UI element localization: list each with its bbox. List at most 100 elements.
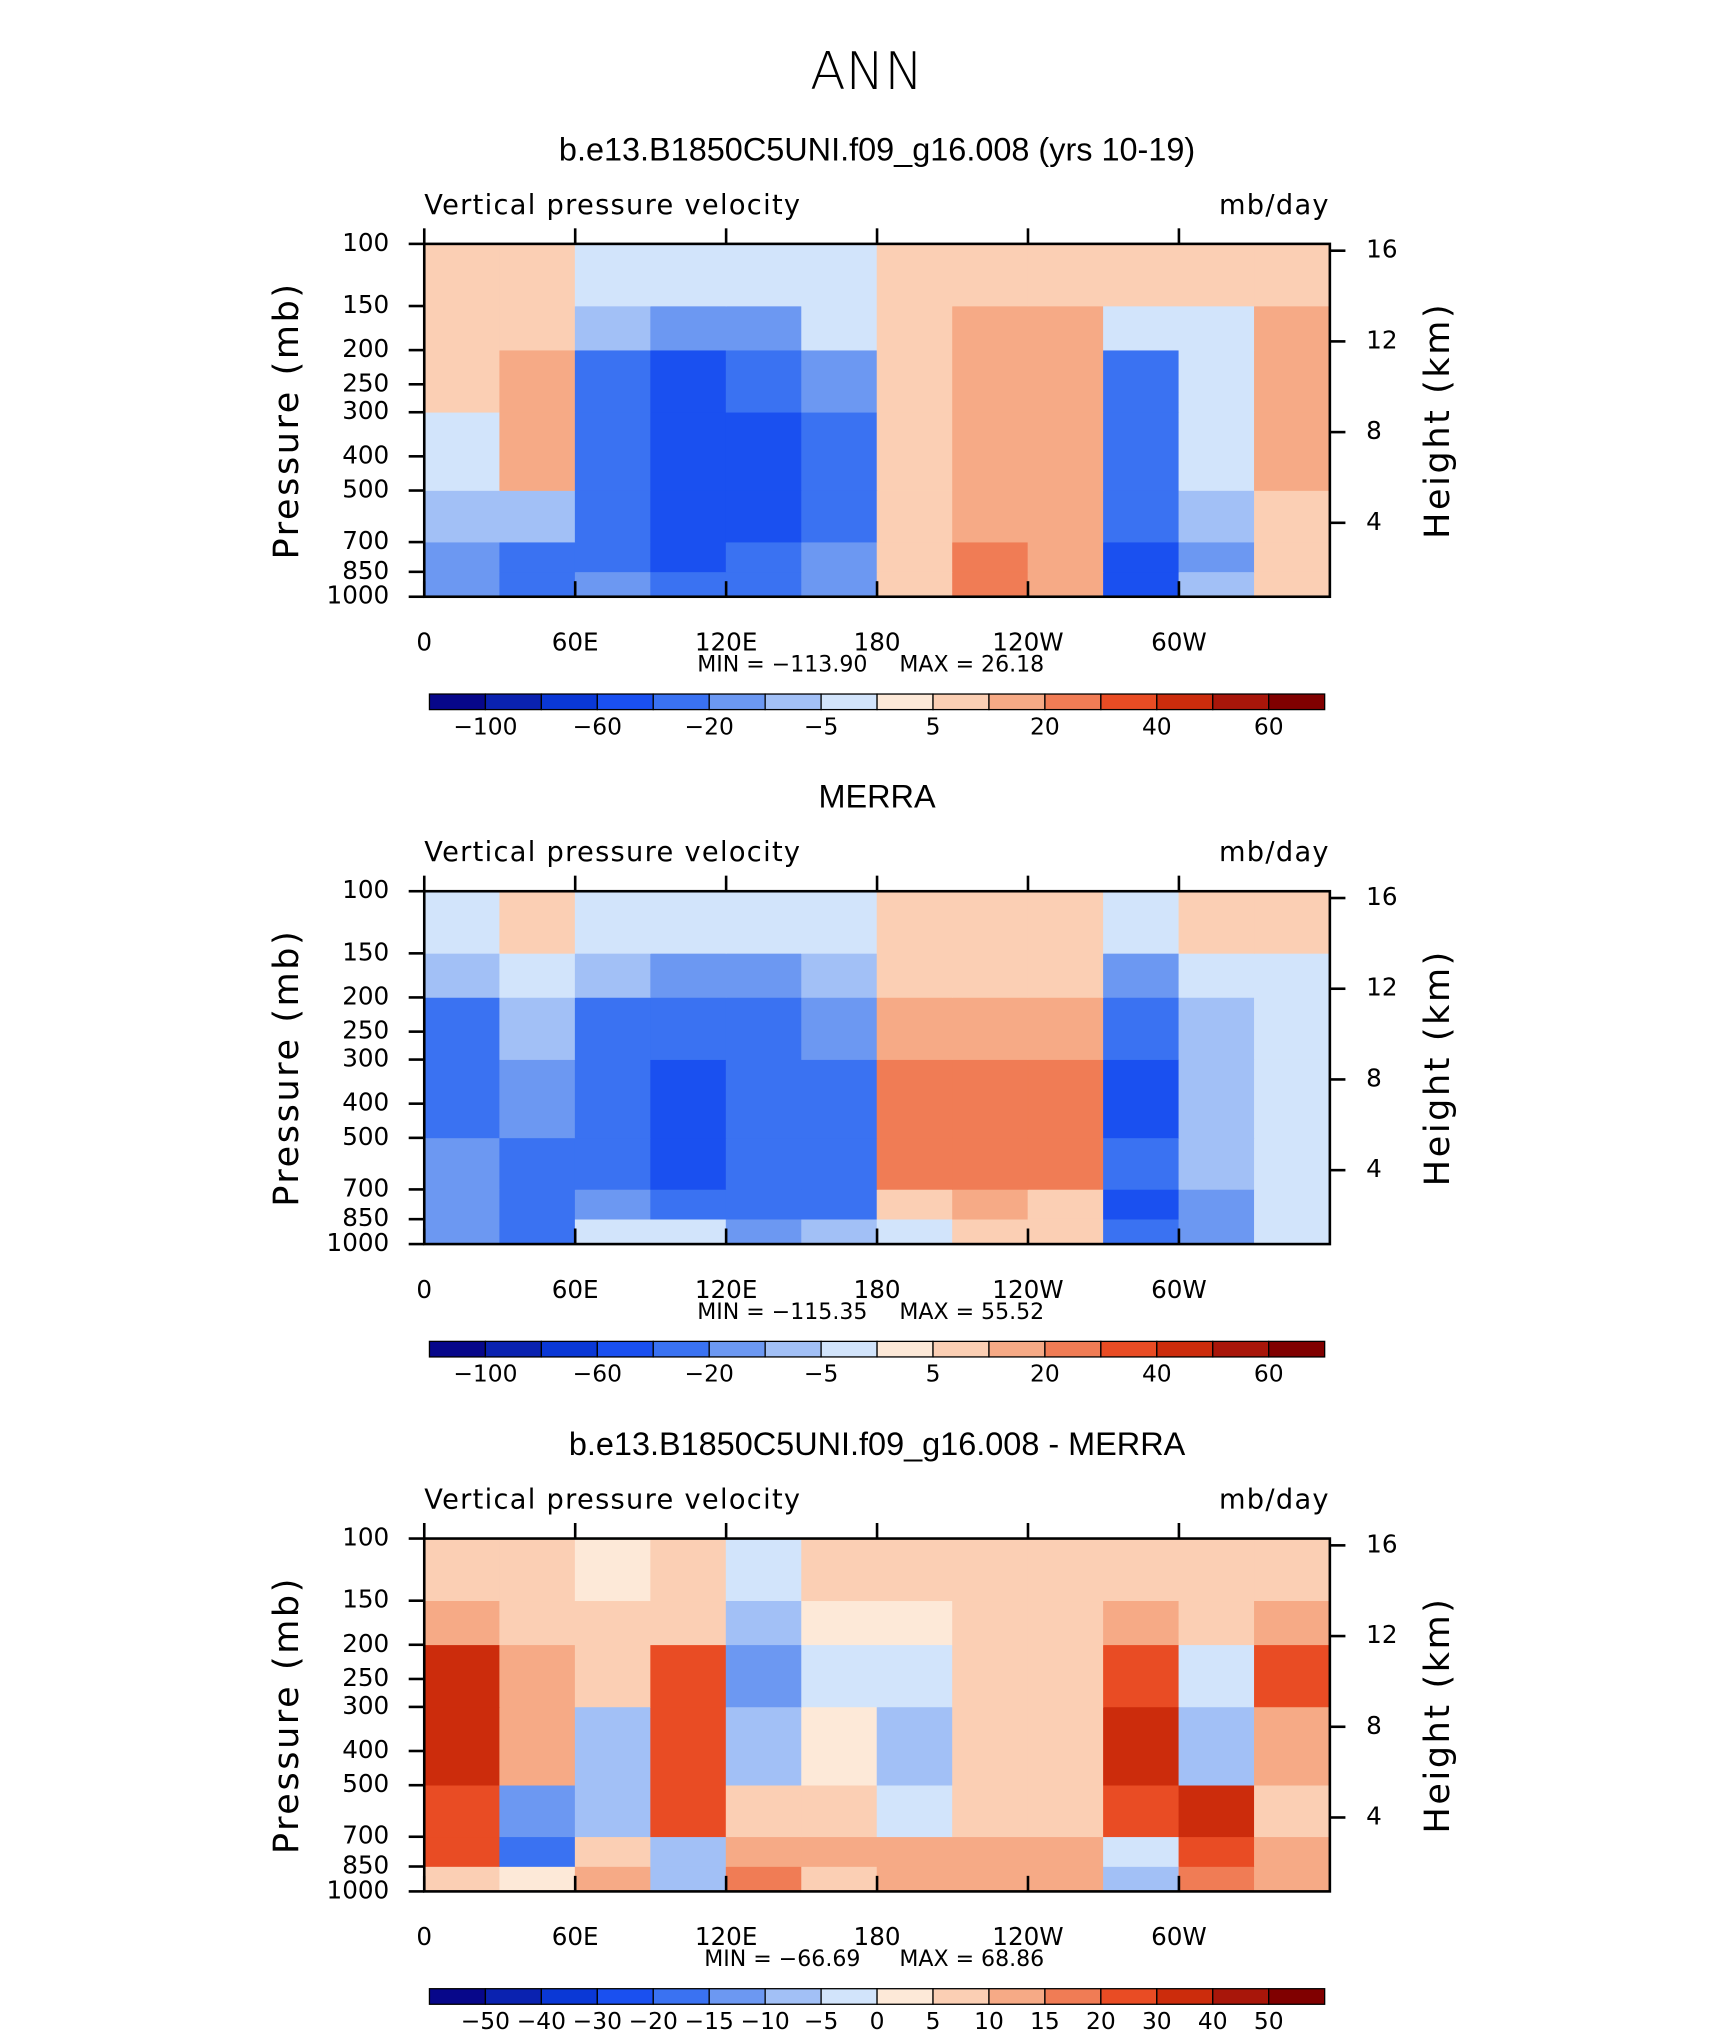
x-tick-label: 120W [992, 627, 1063, 656]
field-cell [1178, 1600, 1255, 1646]
field-cell [499, 1538, 576, 1602]
field-cell [650, 349, 727, 413]
field-cell [952, 1059, 1029, 1139]
field-cell [725, 997, 802, 1060]
field-cell [876, 541, 953, 573]
colorbar-label: −5 [804, 1360, 838, 1388]
x-tick-label: 0 [416, 627, 432, 656]
field-cell [1178, 953, 1255, 998]
y-tick-label: 400 [342, 440, 389, 469]
field-cell [1027, 1600, 1104, 1646]
colorbar-box [708, 1340, 766, 1358]
colorbar-label: 10 [974, 2007, 1004, 2035]
field-cell [725, 243, 802, 307]
field-cell [1178, 1218, 1255, 1245]
field-cell [423, 243, 501, 307]
field-cell [801, 1644, 878, 1708]
x-tick-label: 120E [695, 1275, 758, 1304]
field-cell [1103, 1644, 1180, 1708]
field-cell [952, 1866, 1029, 1892]
field-cell [952, 305, 1029, 351]
field-cell [801, 1137, 878, 1190]
field-cell [499, 1600, 576, 1646]
x-tick-label: 120W [992, 1275, 1063, 1304]
field-cell [1178, 490, 1255, 543]
field-cell [725, 571, 802, 598]
field-cell [1027, 1706, 1104, 1786]
field-cell [499, 571, 576, 598]
colorbar-box [652, 1340, 710, 1358]
field-cell [1103, 1784, 1180, 1838]
panel: b.e13.B1850C5UNI.f09_g16.008 - MERRA Vert… [266, 1426, 1458, 2035]
field-cell [952, 490, 1029, 543]
field-cell [725, 953, 802, 998]
field-cell [1178, 1538, 1255, 1602]
field-cell [650, 1137, 727, 1190]
colorbar-box [428, 1340, 487, 1358]
field-cell [1027, 411, 1104, 491]
field-cell [423, 1644, 501, 1708]
field-cell [574, 1218, 651, 1245]
field-cell [1103, 1538, 1180, 1602]
y-axis-title: Pressure (mb) [266, 1576, 307, 1854]
field-cell [650, 1644, 727, 1708]
colorbar-label: 40 [1142, 1360, 1172, 1388]
y-tick-label: 400 [342, 1088, 389, 1117]
field-cell [1103, 1600, 1180, 1646]
y2-tick-label: 16 [1366, 235, 1397, 264]
field-cell [952, 953, 1029, 998]
field-cell [1178, 1137, 1255, 1190]
colorbar-box [764, 693, 822, 711]
field-cell [1178, 1866, 1255, 1892]
colorbar-box [932, 693, 990, 711]
y-tick-label: 100 [342, 875, 389, 904]
field-cell [574, 571, 651, 598]
field-cell [423, 1836, 501, 1867]
max-text: MAX = 55.52 [899, 1300, 1044, 1325]
field-cell [499, 1218, 576, 1245]
field-cell [1103, 1866, 1180, 1892]
field-cell [1254, 1218, 1331, 1245]
field-cell [876, 890, 953, 954]
field-cell [499, 1059, 576, 1139]
field-cell [1254, 1137, 1331, 1190]
field-cell [423, 890, 501, 954]
field-cell [952, 1836, 1029, 1867]
field-cell [1178, 1644, 1255, 1708]
field-cell [725, 1836, 802, 1867]
field-cell [801, 1836, 878, 1867]
field-cell [650, 411, 727, 491]
y-tick-label: 300 [342, 396, 389, 425]
x-tick-label: 0 [416, 1275, 432, 1304]
colorbar-label: −20 [629, 2007, 678, 2035]
field-cell [876, 243, 953, 307]
max-text: MAX = 26.18 [899, 652, 1044, 677]
field-cell [574, 490, 651, 543]
field-cell [499, 1706, 576, 1786]
colorbar-label: 0 [870, 2007, 885, 2035]
field-cell [1178, 541, 1255, 573]
field-cell [876, 1189, 953, 1220]
field-cell [725, 1218, 802, 1245]
field-cell [952, 1218, 1029, 1245]
y-tick-label: 500 [342, 475, 389, 504]
field-cell [574, 953, 651, 998]
x-tick-label: 120E [695, 1922, 758, 1951]
panel: b.e13.B1850C5UNI.f09_g16.008 (yrs 10-19)… [266, 131, 1458, 740]
field-cell [1027, 1218, 1104, 1245]
field-cell [1103, 541, 1180, 573]
colorbar-label: 15 [1030, 2007, 1060, 2035]
colorbar-box [1268, 693, 1326, 711]
field-cell [1254, 1866, 1331, 1892]
colorbar-box [1044, 1988, 1102, 2005]
colorbar-box [932, 1988, 990, 2005]
y2-tick-label: 8 [1366, 1063, 1382, 1092]
field-cell [1254, 490, 1331, 543]
field-cell [1103, 1218, 1180, 1245]
colorbar-label: −100 [453, 1360, 517, 1388]
field-cell [1027, 349, 1104, 413]
x-tick-label: 60W [1151, 1922, 1207, 1951]
field-cell [1103, 997, 1180, 1060]
field-cell [1103, 490, 1180, 543]
field-cell [876, 411, 953, 491]
